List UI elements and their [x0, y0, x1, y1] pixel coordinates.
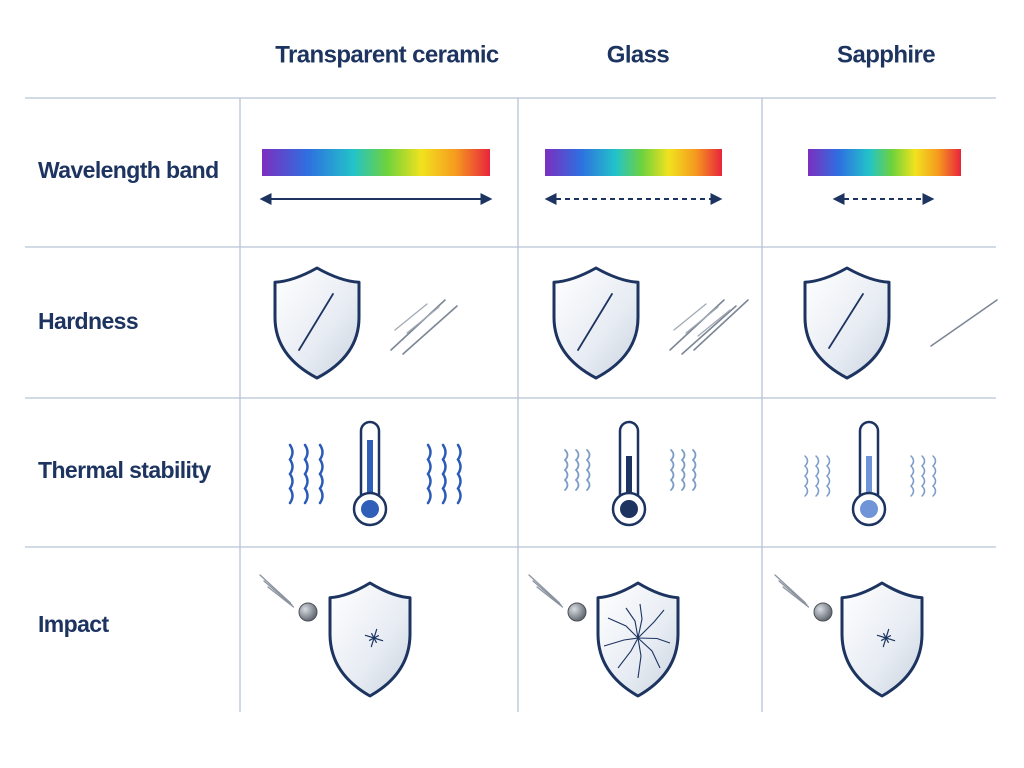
stroke [532, 580, 562, 606]
stroke [774, 574, 807, 604]
crack [637, 603, 643, 639]
crack [617, 637, 639, 669]
thermometer-bulb-fill [361, 500, 379, 518]
impact-ball [567, 602, 587, 622]
spectrum-bar [808, 149, 961, 176]
shield-icon [803, 266, 891, 380]
stroke [885, 628, 890, 639]
stroke [370, 637, 375, 648]
stroke [373, 637, 384, 642]
crack [625, 607, 639, 639]
thermometer-bulb-fill [620, 500, 638, 518]
column-header: Transparent ceramic [275, 41, 499, 68]
crack [637, 637, 661, 669]
stroke [373, 635, 380, 639]
stroke [681, 305, 737, 355]
column-header: Glass [607, 41, 670, 68]
heat-wave [909, 455, 915, 497]
crack [637, 637, 671, 644]
stroke [697, 309, 731, 337]
stroke [390, 299, 446, 351]
stroke [930, 299, 998, 347]
stroke [782, 586, 810, 608]
shield-icon [273, 266, 361, 380]
heat-wave [920, 455, 926, 497]
stroke [876, 634, 887, 639]
row-label: Hardness [38, 308, 138, 334]
crack [607, 617, 639, 639]
stroke [267, 586, 295, 608]
heat-wave [563, 449, 569, 491]
stroke [528, 574, 561, 604]
heat-wave [288, 443, 294, 505]
heat-wave [303, 443, 309, 505]
spectrum-bar [545, 149, 722, 176]
column-header: Sapphire [837, 41, 935, 68]
stroke [373, 628, 378, 639]
stroke [685, 306, 719, 334]
stroke [669, 299, 725, 351]
heat-wave [456, 443, 462, 505]
stroke [402, 305, 458, 355]
stroke [673, 303, 707, 331]
thermometer-fill [866, 456, 872, 506]
stroke [364, 634, 375, 639]
heat-wave [825, 455, 831, 497]
shield-icon [552, 266, 640, 380]
heat-wave [691, 449, 697, 491]
row-label: Thermal stability [38, 457, 211, 483]
heat-wave [814, 455, 820, 497]
heat-wave [574, 449, 580, 491]
stroke [828, 293, 864, 349]
stroke [536, 586, 564, 608]
heat-wave [441, 443, 447, 505]
stroke [259, 574, 292, 604]
stroke [394, 303, 428, 331]
heat-wave [680, 449, 686, 491]
stroke [263, 580, 293, 606]
stroke [778, 580, 808, 606]
row-label: Wavelength band [38, 157, 219, 183]
heat-wave [931, 455, 937, 497]
stroke [298, 293, 334, 351]
impact-ball [813, 602, 833, 622]
stroke [885, 635, 892, 639]
thermometer-bulb-fill [860, 500, 878, 518]
crack [637, 637, 642, 679]
heat-wave [318, 443, 324, 505]
stroke [406, 306, 440, 334]
crack [637, 609, 665, 639]
heat-wave [803, 455, 809, 497]
stroke [693, 299, 749, 351]
heat-wave [585, 449, 591, 491]
thermometer-fill [367, 440, 373, 506]
row-label: Impact [38, 611, 109, 637]
thermometer-fill [626, 456, 632, 506]
stroke [882, 637, 887, 648]
grid-lines [25, 97, 996, 712]
stroke [885, 637, 896, 642]
icons [259, 149, 998, 698]
impact-ball [298, 602, 318, 622]
heat-wave [669, 449, 675, 491]
heat-wave [426, 443, 432, 505]
stroke [577, 293, 613, 351]
spectrum-bar [262, 149, 490, 176]
crack [603, 637, 639, 647]
